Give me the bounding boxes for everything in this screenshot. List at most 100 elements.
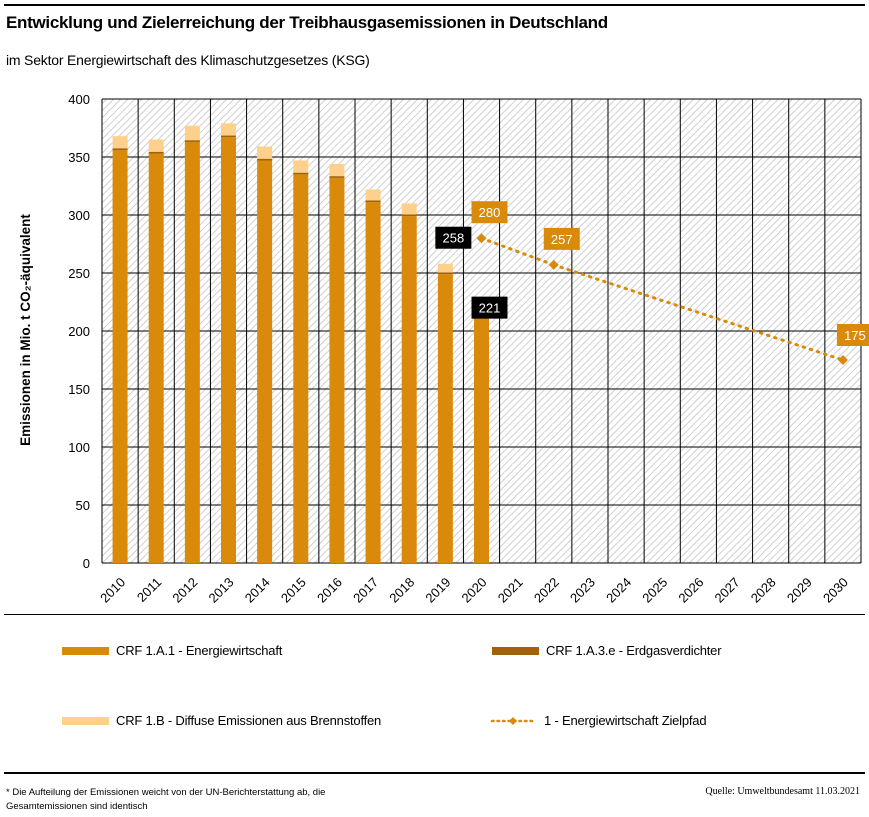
x-tick-label: 2029 bbox=[784, 575, 815, 606]
x-tick-label: 2018 bbox=[386, 575, 417, 606]
legend-swatch-zielpfad bbox=[490, 716, 537, 725]
bar-segment-3 bbox=[329, 163, 345, 177]
bar-segment-1 bbox=[401, 216, 417, 563]
x-tick-label: 2024 bbox=[603, 575, 634, 606]
legend-item-diffuse: CRF 1.B - Diffuse Emissionen aus Brennst… bbox=[62, 713, 381, 728]
bars bbox=[112, 123, 489, 564]
bar-segment-2 bbox=[329, 176, 345, 178]
target-path-marker bbox=[476, 233, 487, 244]
y-tick-label: 50 bbox=[76, 498, 90, 513]
target-path-marker bbox=[548, 259, 559, 270]
bar-segment-1 bbox=[112, 150, 128, 564]
chart-title: Entwicklung und Zielerreichung der Treib… bbox=[6, 13, 608, 32]
legend-label: CRF 1.B - Diffuse Emissionen aus Brennst… bbox=[116, 713, 382, 728]
x-tick-label: 2012 bbox=[169, 575, 200, 606]
bar-segment-3 bbox=[401, 203, 417, 215]
legend-swatch-energiewirtschaft bbox=[62, 646, 109, 655]
y-tick-label: 150 bbox=[68, 382, 90, 397]
bar-segment-2 bbox=[184, 140, 200, 142]
x-tick-label: 2025 bbox=[639, 575, 670, 606]
data-label: 258 bbox=[443, 231, 465, 246]
x-tick-label: 2028 bbox=[748, 575, 779, 606]
bar-segment-1 bbox=[437, 274, 453, 563]
bar-segment-1 bbox=[257, 160, 273, 564]
bar-segment-1 bbox=[293, 174, 309, 563]
x-axis-ticks: 2010 2011 2012 2013 2014 2015 2016 2017 2018 2019… bbox=[97, 575, 851, 606]
bar-segment-2 bbox=[257, 158, 273, 161]
bar-segment-1 bbox=[148, 153, 164, 563]
legend-swatch-diffuse bbox=[62, 716, 109, 725]
bar-segment-3 bbox=[184, 125, 200, 141]
y-axis-ticks: 0 50 100 150 200 250 300 350 400 bbox=[68, 92, 90, 571]
x-tick-label: 2020 bbox=[459, 575, 490, 606]
data-label-box bbox=[435, 226, 472, 249]
bar-segment-2 bbox=[401, 214, 417, 217]
x-tick-label: 2010 bbox=[97, 575, 128, 606]
legend-item-zielpfad: 1 - Energiewirtschaft Zielpfad bbox=[490, 713, 707, 728]
source-note: Quelle: Umweltbundesamt 11.03.2021 bbox=[705, 786, 860, 797]
bar-segment-2 bbox=[148, 151, 164, 154]
bar-segment-3 bbox=[437, 263, 453, 273]
legend-item-energiewirtschaft: CRF 1.A.1 - Energiewirtschaft bbox=[62, 643, 282, 658]
target-path-marker bbox=[837, 355, 848, 365]
x-tick-label: 2030 bbox=[820, 575, 851, 606]
legend-top-rule bbox=[4, 614, 865, 615]
footer-rule bbox=[4, 772, 865, 774]
x-tick-label: 2023 bbox=[567, 575, 598, 606]
y-tick-label: 400 bbox=[68, 92, 90, 107]
data-label: 175 bbox=[844, 328, 866, 343]
y-tick-label: 0 bbox=[83, 556, 90, 571]
bar-segment-3 bbox=[112, 136, 128, 149]
y-tick-label: 250 bbox=[68, 266, 90, 281]
target-path-line bbox=[476, 233, 848, 365]
chart-subtitle: im Sektor Energiewirtschaft des Klimasch… bbox=[6, 52, 370, 68]
bar-segment-1 bbox=[329, 177, 345, 563]
legend-label: 1 - Energiewirtschaft Zielpfad bbox=[544, 713, 707, 728]
x-tick-label: 2017 bbox=[350, 575, 381, 606]
bar-segment-3 bbox=[221, 123, 236, 136]
footnote: * Die Aufteilung der Emissionen weicht v… bbox=[6, 787, 326, 812]
x-tick-label: 2021 bbox=[495, 575, 526, 606]
bar-segment-1 bbox=[474, 318, 489, 563]
bar-segment-1 bbox=[365, 202, 381, 564]
bar-segment-1 bbox=[184, 141, 200, 564]
bar-segment-2 bbox=[365, 200, 381, 203]
target-path-segment bbox=[480, 236, 556, 267]
y-tick-label: 100 bbox=[68, 440, 90, 455]
x-tick-label: 2015 bbox=[278, 575, 309, 606]
legend-label: CRF 1.A.3.e - Erdgasverdichter bbox=[546, 643, 722, 658]
x-tick-label: 2014 bbox=[242, 575, 273, 606]
x-tick-label: 2016 bbox=[314, 575, 345, 606]
target-path-segment bbox=[552, 263, 845, 362]
bar-segment-3 bbox=[365, 189, 381, 201]
bar-segment-1 bbox=[221, 137, 236, 563]
x-tick-label: 2019 bbox=[422, 575, 453, 606]
data-label-box bbox=[836, 324, 869, 346]
bar-segment-3 bbox=[148, 139, 164, 152]
data-label-box bbox=[471, 201, 508, 224]
y-axis-label: Emissionen in Mio. t CO₂-äquivalent bbox=[18, 214, 33, 446]
x-tick-label: 2027 bbox=[712, 575, 743, 606]
bar-segment-2 bbox=[293, 172, 309, 175]
bar-segment-2 bbox=[112, 148, 128, 151]
data-label: 221 bbox=[479, 301, 501, 316]
x-tick-label: 2011 bbox=[134, 575, 164, 605]
data-label: 257 bbox=[551, 232, 573, 247]
legend-swatch-erdgasverdichter bbox=[492, 646, 539, 655]
x-tick-label: 2026 bbox=[675, 575, 706, 606]
x-tick-label: 2022 bbox=[531, 575, 562, 606]
annotations: 258 221 280 257 175 bbox=[435, 201, 869, 346]
bar-segment-2 bbox=[437, 272, 453, 275]
x-tick-label: 2013 bbox=[206, 575, 237, 606]
data-label-box bbox=[543, 227, 580, 250]
y-tick-label: 200 bbox=[68, 324, 90, 339]
top-rule bbox=[4, 4, 865, 6]
bar-segment-3 bbox=[257, 146, 273, 159]
data-label-box bbox=[471, 296, 508, 319]
y-tick-label: 350 bbox=[68, 150, 90, 165]
legend-item-erdgasverdichter: CRF 1.A.3.e - Erdgasverdichter bbox=[492, 643, 722, 658]
bar-segment-2 bbox=[221, 135, 236, 138]
y-tick-label: 300 bbox=[68, 208, 90, 223]
bar-segment-3 bbox=[293, 160, 309, 173]
